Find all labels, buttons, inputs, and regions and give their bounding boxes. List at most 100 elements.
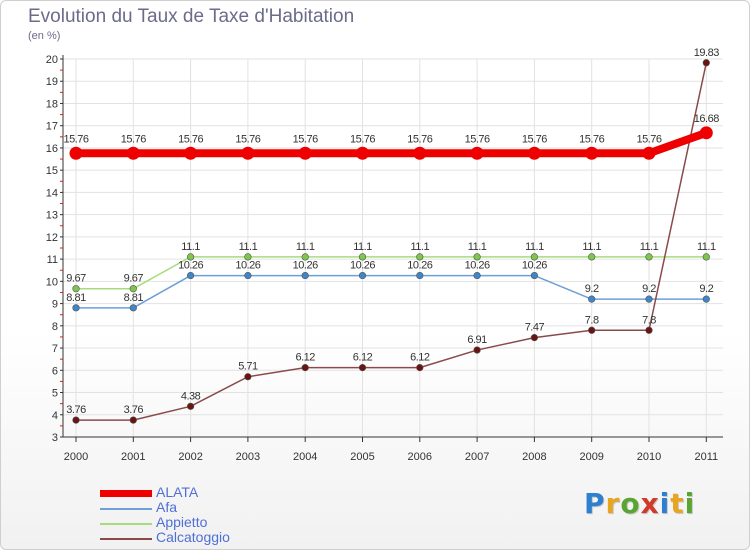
- y-tick-label: 4: [52, 410, 58, 422]
- data-label-alata: 15.76: [522, 133, 547, 145]
- data-label-afa: 10.26: [465, 260, 490, 272]
- y-tick-label: 10: [46, 276, 58, 288]
- data-label-appietto: 11.1: [468, 241, 487, 253]
- data-label-alata: 15.76: [63, 133, 88, 145]
- data-label-appietto: 11.1: [239, 241, 258, 253]
- x-tick-label: 2002: [178, 451, 202, 463]
- data-label-alata: 15.76: [235, 133, 260, 145]
- y-tick-label: 11: [47, 254, 58, 266]
- data-label-calcatoggio: 3.76: [124, 404, 144, 416]
- grid-lines: [63, 58, 723, 438]
- y-tick-label: 8: [52, 321, 58, 333]
- data-point-calcatoggio: [358, 364, 367, 372]
- data-label-calcatoggio: 7.8: [585, 314, 599, 326]
- x-tick-label: 2003: [236, 451, 260, 463]
- data-point-appietto: [645, 253, 653, 261]
- data-point-alata: [69, 146, 83, 160]
- data-label-alata: 15.76: [350, 133, 375, 145]
- data-point-calcatoggio: [416, 364, 424, 372]
- data-label-alata: 15.76: [121, 133, 146, 145]
- data-label-afa: 10.26: [235, 260, 260, 272]
- axes: 3 4 5 6 7 8 9 10 11 12 13 14 15 16 17 18 19 20 2000 2001 200…: [46, 54, 723, 463]
- x-tick-label: 2007: [465, 451, 489, 463]
- data-label-appietto: 11.1: [181, 241, 200, 253]
- legend-swatch: [100, 538, 152, 540]
- data-point-appietto: [301, 253, 309, 261]
- data-label-appietto: 11.1: [640, 241, 659, 253]
- data-label-appietto: 11.1: [296, 241, 315, 253]
- data-point-alata: [642, 146, 656, 160]
- data-point-afa: [358, 271, 367, 280]
- data-label-alata: 15.76: [579, 133, 604, 145]
- data-point-appietto: [473, 253, 481, 261]
- data-point-appietto: [588, 253, 596, 261]
- data-point-alata: [699, 126, 713, 140]
- y-tick-label: 20: [46, 54, 58, 66]
- y-tick-label: 5: [52, 388, 58, 400]
- y-tick-label: 16: [46, 143, 58, 155]
- data-point-calcatoggio: [187, 402, 195, 410]
- data-label-alata: 15.76: [178, 133, 203, 145]
- data-point-afa: [702, 295, 710, 303]
- series-line-afa: [75, 274, 708, 309]
- data-point-afa: [416, 271, 424, 280]
- data-label-calcatoggio: 7.8: [642, 314, 656, 326]
- data-label-alata: 15.76: [636, 133, 661, 145]
- data-point-alata: [585, 146, 599, 160]
- series-lines: [69, 59, 713, 424]
- y-tick-label: 19: [46, 76, 58, 88]
- legend-label: Afa: [156, 499, 178, 515]
- data-label-calcatoggio: 6.12: [353, 352, 373, 364]
- data-label-alata: 16.68: [694, 113, 719, 125]
- y-tick-label: 6: [52, 365, 58, 377]
- data-point-alata: [527, 146, 541, 160]
- x-tick-label: 2001: [121, 451, 145, 463]
- data-label-calcatoggio: 6.12: [295, 352, 315, 364]
- data-point-afa: [129, 304, 137, 312]
- data-label-calcatoggio: 4.38: [181, 390, 201, 402]
- legend-label: Appietto: [156, 514, 208, 530]
- data-label-afa: 8.81: [124, 292, 144, 304]
- y-tick-label: 18: [46, 98, 58, 110]
- data-point-appietto: [129, 285, 137, 293]
- data-point-alata: [413, 146, 427, 160]
- x-tick-label: 2006: [408, 451, 432, 463]
- data-label-afa: 10.26: [350, 260, 375, 272]
- data-label-appietto: 11.1: [411, 241, 430, 253]
- data-point-appietto: [530, 253, 539, 261]
- y-tick-label: 3: [52, 432, 58, 444]
- data-label-calcatoggio: 3.76: [66, 404, 86, 416]
- data-label-calcatoggio: 6.91: [467, 334, 487, 346]
- data-point-alata: [184, 146, 198, 160]
- x-tick-label: 2004: [293, 451, 317, 463]
- y-tick-label: 7: [52, 343, 58, 355]
- y-unit-label: (en %): [28, 30, 61, 42]
- x-tick-label: 2009: [579, 451, 603, 463]
- data-label-afa: 9.2: [585, 283, 599, 295]
- data-label-appietto: 9.67: [66, 273, 86, 285]
- series-line-alata: [72, 128, 711, 158]
- data-label-appietto: 9.67: [124, 273, 144, 285]
- data-label-afa: 9.2: [699, 283, 713, 295]
- data-point-calcatoggio: [588, 326, 596, 334]
- data-point-afa: [588, 295, 596, 303]
- data-point-alata: [470, 146, 484, 160]
- legend-label: ALATA: [156, 484, 199, 500]
- data-point-appietto: [416, 253, 424, 261]
- data-label-afa: 10.26: [178, 260, 203, 272]
- data-label-afa: 8.81: [66, 292, 86, 304]
- y-tick-label: 9: [52, 299, 58, 311]
- x-tick-label: 2011: [694, 451, 718, 463]
- legend-label: Calcatoggio: [156, 529, 230, 545]
- data-label-afa: 10.26: [407, 260, 432, 272]
- y-tick-label: 14: [46, 187, 58, 199]
- data-point-afa: [301, 271, 309, 280]
- data-point-calcatoggio: [645, 326, 653, 334]
- data-point-calcatoggio: [530, 334, 539, 342]
- data-label-afa: 9.2: [642, 283, 656, 295]
- data-label-calcatoggio: 19.83: [694, 47, 719, 59]
- legend-swatch: [100, 508, 152, 510]
- data-point-afa: [473, 271, 481, 280]
- data-point-appietto: [72, 285, 80, 293]
- data-point-calcatoggio: [72, 416, 80, 424]
